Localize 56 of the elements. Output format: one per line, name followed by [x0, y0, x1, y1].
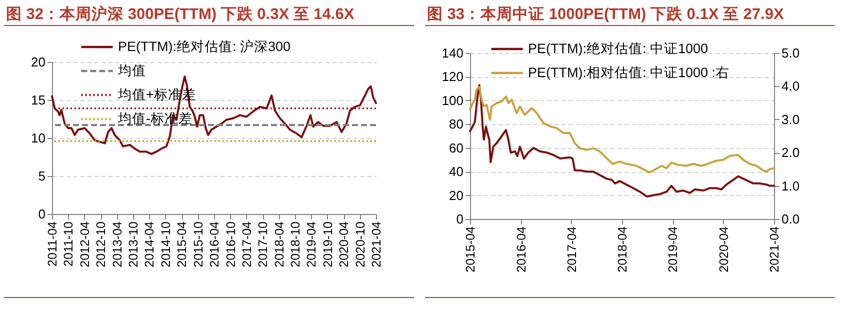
- x-tick-label: 2016-04: [514, 226, 528, 272]
- x-tick-label: 2021-04: [768, 226, 782, 272]
- x-tick-label: 2018-04: [272, 221, 286, 268]
- legend-label: PE(TTM):绝对估值: 沪深300: [118, 39, 291, 54]
- x-tick-label: 2011-10: [62, 221, 76, 266]
- x-tick-label: 2012-04: [78, 221, 92, 268]
- y2-tick-label: 2.0: [782, 145, 800, 160]
- x-tick-label: 2011-04: [46, 221, 60, 266]
- chart-title: 图 33：本周中证 1000PE(TTM) 下跌 0.1X 至 27.9X: [427, 5, 784, 25]
- chart-title: 图 32：本周沪深 300PE(TTM) 下跌 0.3X 至 14.6X: [6, 4, 354, 25]
- line-series: [51, 75, 377, 155]
- x-tick-label: 2015-04: [464, 226, 478, 272]
- x-tick-label: 2020-04: [716, 226, 731, 272]
- x-tick-label: 2017-04: [240, 221, 254, 268]
- x-tick-label: 2014-04: [142, 221, 157, 268]
- y-tick-label: 80: [449, 116, 464, 132]
- y2-tick-label: 5.0: [782, 46, 800, 60]
- x-tick-label: 2021-04: [370, 221, 384, 268]
- x-tick-label: 2017-04: [564, 226, 579, 272]
- x-tick-label: 2020-10: [353, 221, 368, 268]
- line-series: [469, 84, 775, 198]
- x-tick-label: 2018-04: [616, 226, 630, 272]
- x-tick-label: 2020-04: [337, 221, 352, 268]
- x-tick-label: 2015-04: [175, 221, 190, 268]
- y-tick-label: 0: [456, 212, 464, 226]
- y-tick-label: 40: [449, 164, 464, 180]
- y2-tick-label: 0.0: [782, 212, 800, 226]
- x-tick-label: 2012-10: [94, 221, 108, 268]
- x-tick-label: 2015-10: [191, 221, 206, 268]
- y-tick-label: 140: [442, 46, 464, 60]
- y-tick-label: 5: [38, 168, 46, 184]
- x-tick-label: 2013-04: [110, 221, 124, 268]
- y-tick-label: 120: [442, 69, 464, 84]
- y2-tick-label: 3.0: [782, 112, 800, 127]
- legend-label: PE(TTM):相对估值: 中证1000 :右: [528, 65, 730, 80]
- y-tick-label: 60: [449, 140, 464, 156]
- x-tick-label: 2019-10: [320, 221, 335, 268]
- y-tick-label: 100: [442, 92, 464, 108]
- x-tick-label: 2018-10: [288, 221, 303, 268]
- x-tick-label: 2019-04: [666, 226, 680, 272]
- x-tick-label: 2013-10: [126, 221, 141, 268]
- x-tick-label: 2016-10: [224, 221, 238, 268]
- x-tick-label: 2017-10: [256, 221, 270, 268]
- y-tick-label: 15: [31, 92, 46, 108]
- y2-tick-label: 4.0: [782, 78, 800, 94]
- legend-label: PE(TTM):绝对估值: 中证1000: [528, 41, 708, 56]
- x-tick-label: 2014-10: [158, 221, 173, 268]
- y-tick-label: 0: [38, 206, 46, 222]
- y-tick-label: 20: [31, 54, 46, 70]
- line-series: [469, 86, 775, 174]
- y-tick-label: 10: [31, 130, 46, 146]
- x-tick-label: 2019-04: [304, 221, 319, 268]
- legend-label: 均值: [117, 63, 146, 78]
- x-tick-label: 2016-04: [208, 221, 222, 268]
- y-tick-label: 20: [449, 188, 464, 203]
- y2-tick-label: 1.0: [782, 178, 800, 194]
